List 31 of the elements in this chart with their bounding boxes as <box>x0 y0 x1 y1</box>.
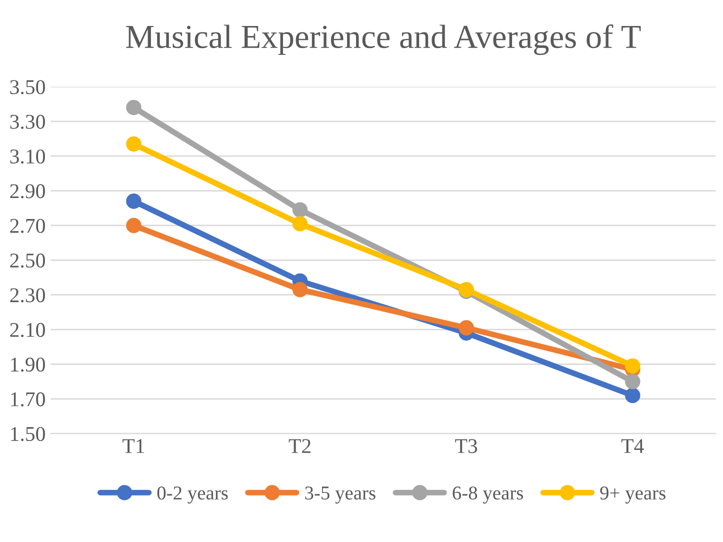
point <box>126 194 142 209</box>
point <box>292 202 308 218</box>
point <box>126 100 142 116</box>
y-tick-label: 3.50 <box>10 80 45 94</box>
point <box>292 216 308 232</box>
x-tick-label: T1 <box>122 439 144 453</box>
x-tick-label: T3 <box>455 439 478 454</box>
point <box>126 218 142 234</box>
x-tick-label: T2 <box>288 439 310 453</box>
point <box>624 374 640 390</box>
y-tick-label: 2.70 <box>10 218 45 233</box>
y-tick-label: 3.10 <box>10 149 45 164</box>
y-tick-label: 2.10 <box>10 322 45 338</box>
point <box>624 358 640 374</box>
y-tick-label: 2.50 <box>10 254 45 268</box>
point <box>126 136 142 152</box>
legend-label: 0-2 years <box>157 486 228 504</box>
point <box>292 282 308 298</box>
legend-label: 6-8 years <box>452 486 524 504</box>
legend-label: 3-5 years <box>305 486 376 504</box>
y-tick-label: 2.90 <box>10 184 45 198</box>
point <box>458 320 474 336</box>
legend-label: 9+ years <box>600 486 666 504</box>
y-tick-label: 1.70 <box>11 392 45 406</box>
y-tick-label: 2.30 <box>10 288 45 302</box>
y-tick-label: 1.50 <box>11 426 45 442</box>
y-tick-label: 3.30 <box>10 114 45 129</box>
point <box>624 388 640 404</box>
y-tick-label: 1.90 <box>11 358 45 372</box>
x-tick-label: T4 <box>621 439 644 453</box>
chart-title: Musical Experience and Averages of T <box>126 24 641 56</box>
